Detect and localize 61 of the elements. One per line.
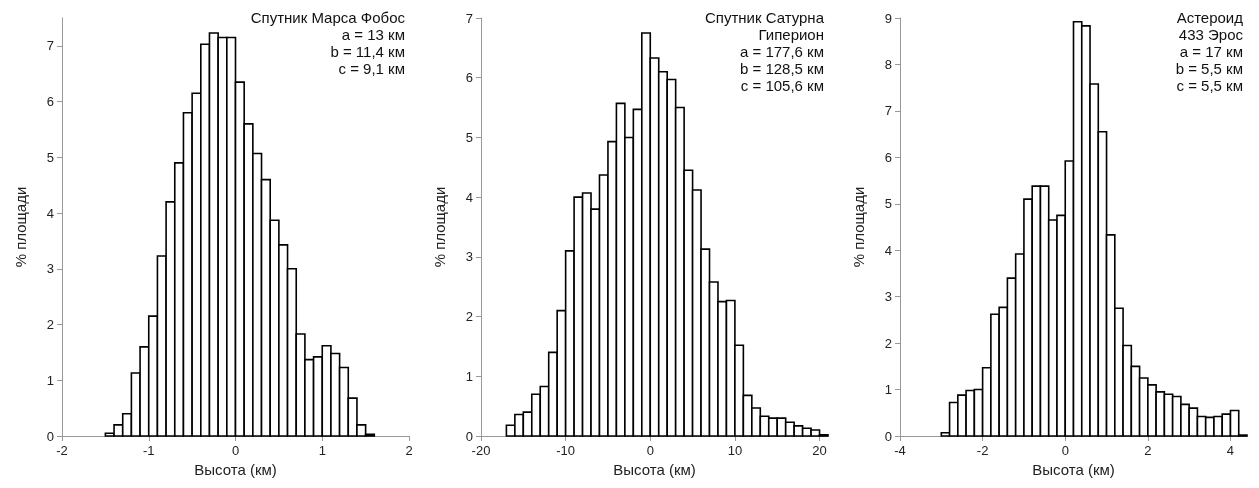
y-tick-label: 3 — [884, 289, 892, 305]
annotation: a = 177,6 км — [739, 43, 824, 60]
annotation: Спутник Марса Фобос — [250, 9, 406, 26]
annotation: a = 13 км — [341, 26, 405, 43]
y-tick-label: 6 — [46, 94, 54, 110]
annotation: Спутник Сатурна — [704, 9, 825, 26]
annotation: c = 9,1 км — [338, 60, 405, 77]
y-tick-label: 9 — [884, 10, 892, 26]
annotation: b = 5,5 км — [1175, 60, 1243, 77]
y-tick-label: 4 — [465, 189, 473, 205]
annotation: a = 17 км — [1179, 43, 1243, 60]
y-tick-label: 2 — [884, 335, 892, 351]
x-tick-label: -20 — [471, 443, 491, 458]
x-tick-label: 0 — [646, 443, 654, 458]
annotation: b = 11,4 км — [330, 43, 405, 60]
y-axis-title: % площади — [850, 186, 867, 268]
x-axis-title: Высота (км) — [194, 461, 277, 478]
y-tick-label: 2 — [465, 309, 473, 325]
x-axis-title: Высота (км) — [1032, 461, 1115, 478]
y-tick-label: 6 — [884, 149, 892, 165]
x-tick-label: -1 — [142, 443, 155, 458]
x-tick-label: 0 — [231, 443, 240, 458]
y-tick-label: 0 — [884, 428, 892, 444]
y-tick-label: 5 — [884, 196, 892, 212]
x-tick-label: 1 — [318, 443, 326, 458]
x-tick-label: 4 — [1226, 443, 1235, 458]
x-axis-title: Высота (км) — [613, 461, 696, 478]
y-tick-label: 5 — [46, 149, 54, 165]
y-axis-title: % площади — [12, 186, 29, 268]
y-tick-label: 7 — [46, 38, 54, 54]
annotation: Гиперион — [758, 26, 824, 43]
y-tick-label: 0 — [465, 428, 473, 444]
x-tick-label: 20 — [812, 443, 827, 458]
y-tick-label: 8 — [884, 56, 892, 72]
y-tick-label: 0 — [46, 428, 54, 444]
annotation: Астероид — [1176, 9, 1244, 26]
x-tick-label: -4 — [894, 443, 906, 458]
annotation: b = 128,5 км — [739, 60, 824, 77]
x-tick-label: -2 — [976, 443, 989, 458]
x-tick-label: 2 — [1144, 443, 1152, 458]
y-tick-label: 4 — [46, 205, 54, 221]
y-tick-label: 7 — [465, 10, 473, 26]
x-tick-label: -10 — [556, 443, 576, 458]
x-tick-label: 10 — [727, 443, 743, 458]
y-tick-label: 5 — [465, 129, 473, 145]
y-tick-label: 7 — [884, 103, 892, 119]
annotation: 433 Эрос — [1178, 26, 1244, 43]
y-tick-label: 4 — [884, 242, 892, 258]
y-tick-label: 3 — [46, 261, 54, 277]
y-axis-title: % площади — [431, 186, 448, 268]
y-tick-label: 1 — [46, 372, 54, 388]
annotation: c = 5,5 км — [1176, 77, 1243, 94]
y-tick-label: 1 — [465, 368, 473, 384]
y-tick-label: 6 — [465, 70, 473, 86]
x-tick-label: 0 — [1061, 443, 1069, 458]
y-tick-label: 1 — [884, 382, 892, 398]
x-tick-label: 2 — [405, 443, 413, 458]
y-tick-label: 3 — [465, 249, 473, 265]
y-tick-label: 2 — [46, 317, 54, 333]
x-tick-label: -2 — [56, 443, 68, 458]
annotation: c = 105,6 км — [740, 77, 824, 94]
